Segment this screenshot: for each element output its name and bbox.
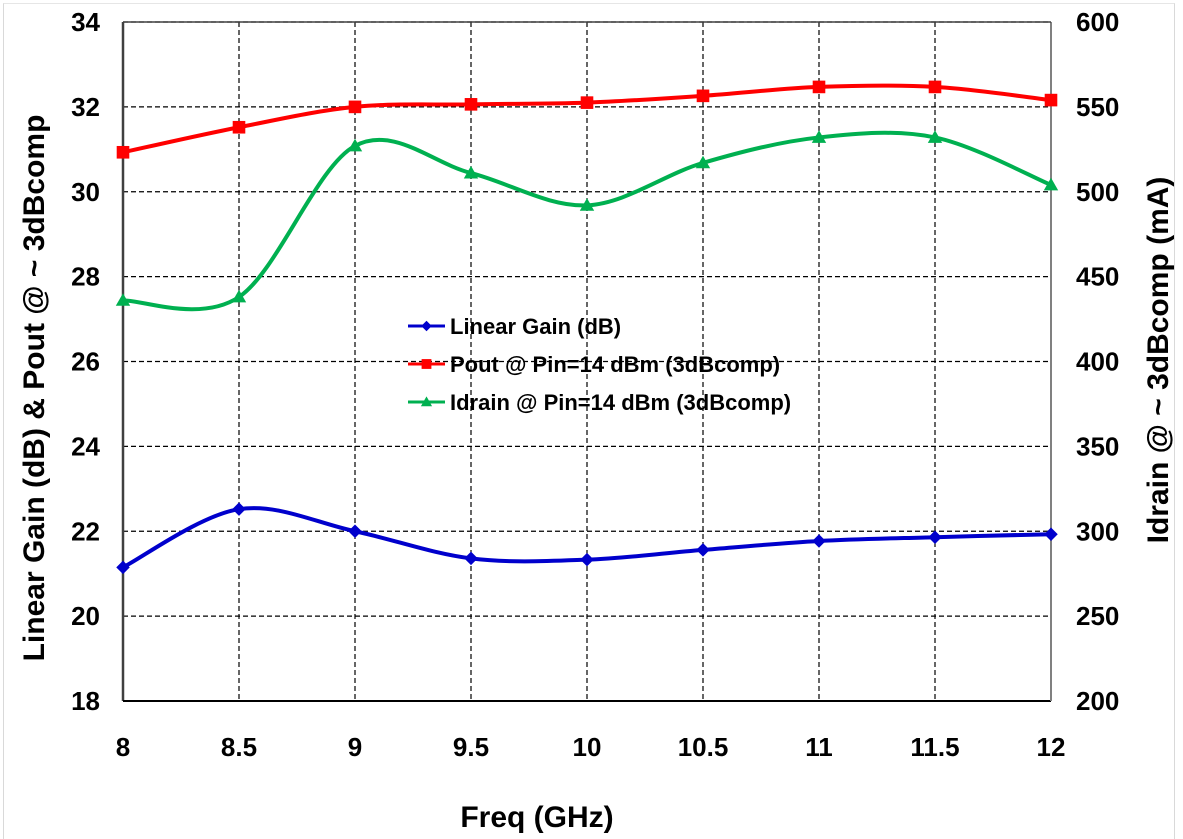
square-marker	[812, 80, 826, 94]
series-idrain	[115, 130, 1059, 312]
x-tick-label: 8	[116, 732, 130, 762]
legend-label: Pout @ Pin=14 dBm (3dBcomp)	[450, 352, 780, 377]
x-tick-label: 12	[1037, 732, 1066, 762]
triangle-marker	[811, 130, 827, 143]
x-axis-title: Freq (GHz)	[460, 801, 613, 834]
y2-tick-label: 250	[1076, 601, 1119, 631]
diamond-marker	[421, 320, 432, 332]
x-tick-label: 10	[573, 732, 602, 762]
data-series	[115, 80, 1059, 575]
series-line	[122, 130, 1052, 312]
x-tick-label: 9	[348, 732, 362, 762]
y-tick-label: 32	[71, 92, 100, 122]
diamond-marker	[348, 524, 362, 538]
tick-labels: 18 20 22 24 26 28 30 32 34 200 250 300 350 400 450 500 5…	[71, 7, 1119, 762]
legend-label: Idrain @ Pin=14 dBm (3dBcomp)	[450, 390, 791, 415]
y-tick-label: 30	[71, 177, 100, 207]
y2-tick-label: 500	[1076, 177, 1119, 207]
triangle-marker	[347, 138, 363, 152]
diamond-marker	[116, 560, 130, 575]
triangle-marker	[1043, 177, 1059, 191]
axes	[121, 21, 1052, 702]
y2-tick-label: 450	[1076, 262, 1119, 292]
triangle-marker	[463, 165, 479, 179]
x-tick-label: 11	[805, 732, 833, 762]
diamond-marker	[1044, 527, 1058, 541]
square-marker	[464, 98, 478, 111]
y-axis-title: Linear Gain (dB) & Pout @ ~ 3dBcomp	[18, 115, 51, 662]
y2-tick-label: 600	[1076, 7, 1119, 37]
triangle-marker	[115, 293, 131, 306]
y-tick-label: 26	[71, 347, 100, 377]
x-tick-label: 9.5	[453, 732, 489, 762]
y2-axis-title: Idrain @ ~ 3dBcomp (mA)	[1142, 177, 1175, 544]
square-marker	[116, 145, 130, 159]
series-linear-gain	[116, 502, 1058, 575]
y-tick-label: 18	[71, 686, 100, 716]
chart-frame	[3, 3, 1175, 839]
x-tick-label: 11.5	[910, 732, 959, 762]
y-tick-label: 20	[71, 601, 100, 631]
x-tick-label: 10.5	[678, 732, 729, 762]
legend-item: Pout @ Pin=14 dBm (3dBcomp)	[408, 352, 780, 377]
triangle-marker	[927, 130, 943, 143]
diamond-marker	[232, 502, 246, 516]
diamond-marker	[812, 534, 826, 548]
legend: Linear Gain (dB) Pout @ Pin=14 dBm (3dBco…	[408, 314, 791, 415]
y-tick-label: 22	[71, 516, 100, 546]
diamond-marker	[464, 551, 478, 566]
diamond-marker	[580, 552, 594, 567]
square-marker	[1044, 93, 1058, 107]
triangle-marker	[420, 396, 433, 407]
legend-label: Linear Gain (dB)	[450, 314, 621, 339]
y2-tick-label: 400	[1076, 347, 1119, 377]
triangle-marker	[231, 289, 247, 303]
diamond-marker	[928, 530, 942, 544]
legend-item: Idrain @ Pin=14 dBm (3dBcomp)	[408, 390, 791, 415]
y2-tick-label: 550	[1076, 92, 1119, 122]
series-pout	[116, 80, 1058, 159]
square-marker	[348, 100, 362, 114]
y2-tick-label: 300	[1076, 516, 1119, 546]
y-tick-label: 28	[71, 262, 100, 292]
square-marker	[421, 359, 432, 369]
y-tick-label: 34	[71, 7, 100, 37]
legend-item: Linear Gain (dB)	[408, 314, 621, 339]
x-tick-label: 8.5	[221, 732, 257, 762]
square-marker	[580, 96, 594, 109]
square-marker	[232, 120, 246, 134]
triangle-marker	[695, 155, 711, 169]
y2-tick-label: 350	[1076, 431, 1119, 461]
diamond-marker	[696, 543, 710, 557]
triangle-marker	[579, 198, 595, 211]
square-marker	[928, 80, 942, 94]
y2-tick-label: 200	[1076, 686, 1119, 716]
y-tick-label: 24	[71, 431, 100, 461]
square-marker	[696, 89, 710, 103]
